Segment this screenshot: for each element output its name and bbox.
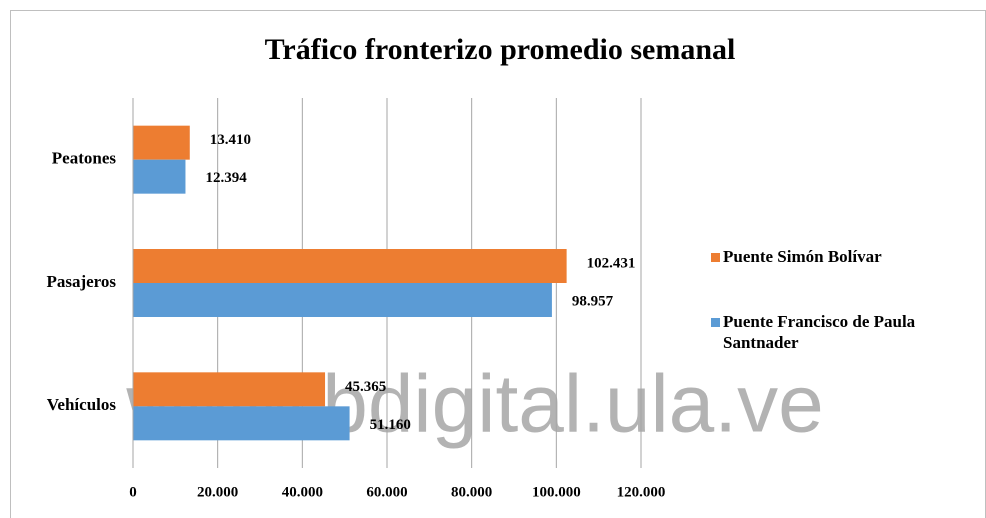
bar — [133, 249, 567, 283]
legend-swatch — [711, 253, 720, 262]
data-label: 102.431 — [587, 255, 636, 271]
data-label: 98.957 — [572, 293, 614, 309]
bar — [133, 125, 190, 160]
bar — [133, 159, 186, 194]
legend-label: Puente Francisco de Paula Santnader — [723, 312, 916, 352]
legend-item: Puente Simón Bolívar — [711, 246, 981, 267]
y-tick-label: Peatones — [52, 149, 117, 168]
data-label: 13.410 — [210, 132, 251, 148]
x-tick-label: 0 — [129, 484, 137, 500]
x-tick-label: 80.000 — [451, 484, 492, 500]
x-tick-label: 100.000 — [532, 484, 581, 500]
bar — [133, 372, 326, 407]
x-tick-label: 20.000 — [197, 484, 238, 500]
legend-label: Puente Simón Bolívar — [723, 247, 882, 266]
data-label: 45.365 — [345, 379, 386, 395]
data-label: 12.394 — [205, 170, 247, 186]
legend-swatch — [711, 318, 720, 327]
legend-item: Puente Francisco de Paula Santnader — [711, 311, 981, 353]
bar — [133, 283, 552, 317]
data-label: 51.160 — [370, 417, 411, 433]
x-tick-label: 120.000 — [617, 484, 666, 500]
y-tick-label: Pasajeros — [46, 272, 116, 291]
x-tick-label: 40.000 — [282, 484, 323, 500]
x-tick-label: 60.000 — [366, 484, 407, 500]
bar — [133, 406, 350, 441]
y-tick-label: Vehículos — [47, 395, 117, 414]
chart-title: Tráfico fronterizo promedio semanal — [265, 33, 736, 66]
